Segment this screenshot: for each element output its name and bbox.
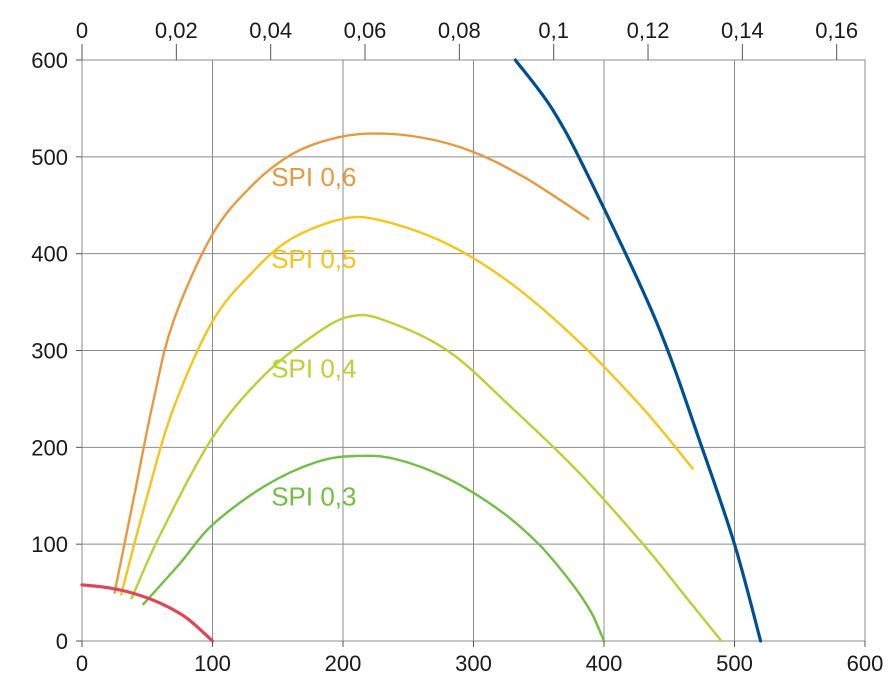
x2-tick-label: 0,04 <box>249 18 292 43</box>
x2-tick-label: 0,02 <box>155 18 198 43</box>
grid <box>81 59 866 642</box>
x-tick-label: 300 <box>455 651 492 676</box>
y-tick-label: 600 <box>31 48 68 73</box>
x-axis-top: 0 0,02 0,04 0,06 0,08 0,1 0,12 0,14 0,16 <box>76 18 858 60</box>
y-tick-label: 300 <box>31 339 68 364</box>
series-line-spi-0-3 <box>142 454 606 643</box>
x2-tick-label: 0,08 <box>438 18 481 43</box>
x2-tick-label: 0,14 <box>721 18 764 43</box>
series-annotation: SPI 0,4 <box>271 354 356 384</box>
series-annotation: SPI 0,6 <box>271 162 356 192</box>
x2-tick-label: 0,12 <box>627 18 670 43</box>
series-line-spi-0-4 <box>130 313 723 643</box>
y-tick-label: 500 <box>31 145 68 170</box>
x2-tick-label: 0,1 <box>538 18 569 43</box>
x-tick-label: 100 <box>194 651 231 676</box>
series-line-boundary-5 <box>513 58 763 643</box>
series-labels: SPI 0,6 SPI 0,5 SPI 0,4 SPI 0,3 <box>271 162 356 512</box>
x2-tick-label: 0,16 <box>815 18 858 43</box>
y-tick-label: 100 <box>31 532 68 557</box>
x-tick-label: 600 <box>847 651 884 676</box>
x-tick-label: 200 <box>325 651 362 676</box>
x2-tick-label: 0 <box>76 18 88 43</box>
x-axis-bottom: 0 100 200 300 400 500 600 <box>76 641 883 676</box>
series-annotation: SPI 0,3 <box>271 481 356 511</box>
series-annotation: SPI 0,5 <box>271 244 356 274</box>
x-tick-label: 400 <box>586 651 623 676</box>
series-line-spi-0-6 <box>113 132 590 594</box>
series-lines <box>80 58 763 643</box>
y-axis-left: 0 100 200 300 400 500 600 <box>31 48 82 654</box>
y-tick-label: 0 <box>56 629 68 654</box>
x-tick-label: 0 <box>76 651 88 676</box>
x2-tick-label: 0,06 <box>344 18 387 43</box>
x-tick-label: 500 <box>716 651 753 676</box>
series-line-spi-0-5 <box>120 215 694 596</box>
y-tick-label: 400 <box>31 242 68 267</box>
series-line-boundary-4 <box>80 583 215 643</box>
y-tick-label: 200 <box>31 435 68 460</box>
